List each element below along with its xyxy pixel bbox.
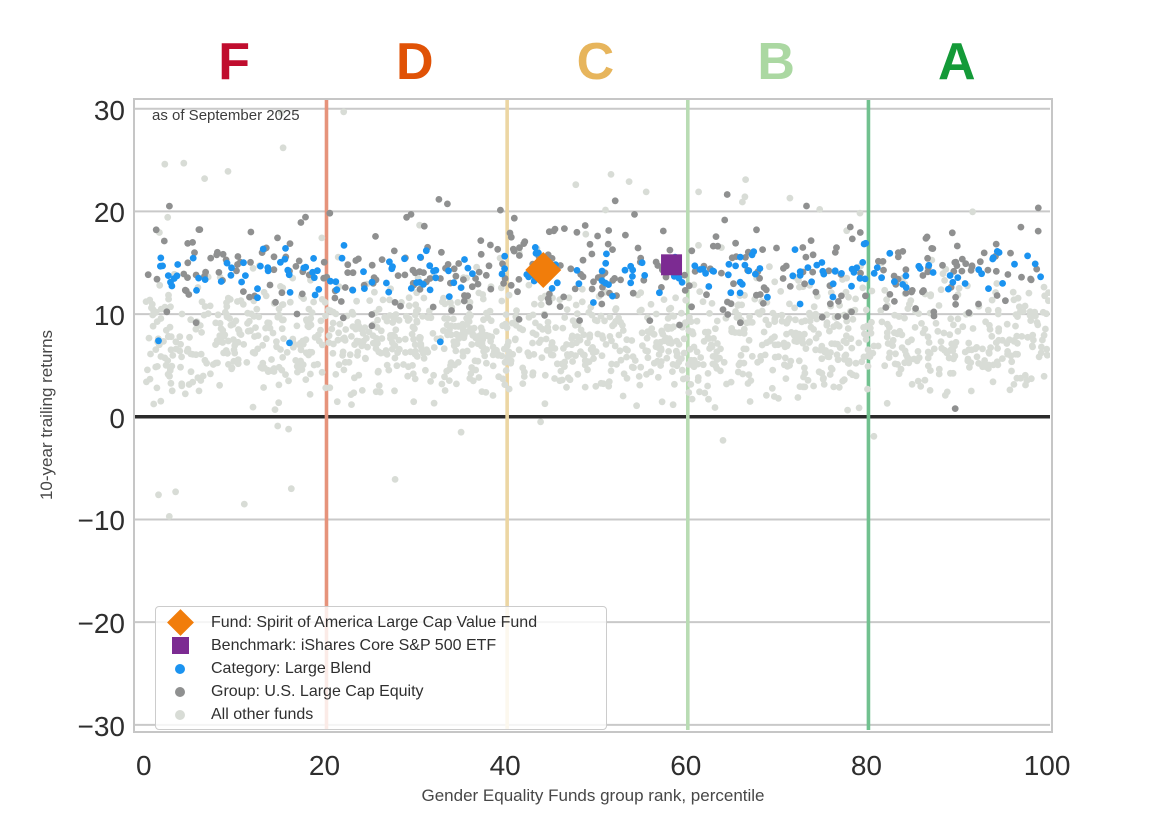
group-dot-icon — [175, 686, 185, 697]
x-tick-0: 0 — [136, 750, 152, 781]
x-tick-80: 80 — [850, 750, 883, 781]
grade-letter-b: B — [757, 33, 795, 91]
legend-item-category: Category: Large Blend — [166, 657, 606, 680]
fund-marker — [525, 251, 562, 288]
y-tick-10: 10 — [93, 300, 125, 332]
x-tick-60: 60 — [670, 750, 702, 781]
y-tick-20: 20 — [93, 197, 125, 229]
plot-area: as of September 2025 Fund: Spirit of Ame… — [133, 98, 1053, 733]
x-tick-100: 100 — [1023, 750, 1071, 781]
grade-letter-c: C — [576, 33, 615, 91]
series-category-large-blend — [155, 239, 1044, 347]
grade-letter-f: F — [218, 33, 251, 91]
x-axis-title: Gender Equality Funds group rank, percen… — [421, 786, 765, 805]
category-dot-icon — [175, 663, 185, 674]
fund-diamond-icon — [166, 609, 194, 636]
y-tick--30: −30 — [77, 710, 126, 742]
y-tick-30: 30 — [93, 94, 125, 126]
as-of-date-annotation: as of September 2025 — [152, 107, 300, 124]
grade-letter-d: D — [396, 33, 434, 91]
x-tick-20: 20 — [308, 750, 341, 781]
legend-item-group: Group: U.S. Large Cap Equity — [166, 680, 606, 703]
y-axis-title: 10-year trailing returns — [37, 329, 56, 501]
y-tick--20: −20 — [77, 608, 126, 640]
x-tick-40: 40 — [489, 750, 521, 781]
legend-item-all-other: All other funds — [166, 703, 606, 726]
all-other-funds-dot-icon — [175, 709, 185, 720]
legend-item-benchmark: Benchmark: iShares Core S&P 500 ETF — [166, 634, 606, 657]
series-all-other-funds — [142, 108, 1050, 520]
y-tick--10: −10 — [77, 505, 126, 537]
benchmark-square-icon — [171, 637, 189, 654]
benchmark-marker — [661, 254, 683, 276]
legend: Fund: Spirit of America Large Cap Value … — [155, 606, 607, 730]
grade-letter-a: A — [937, 33, 976, 91]
y-tick-0: 0 — [109, 402, 125, 434]
legend-item-fund: Fund: Spirit of America Large Cap Value … — [166, 609, 606, 636]
